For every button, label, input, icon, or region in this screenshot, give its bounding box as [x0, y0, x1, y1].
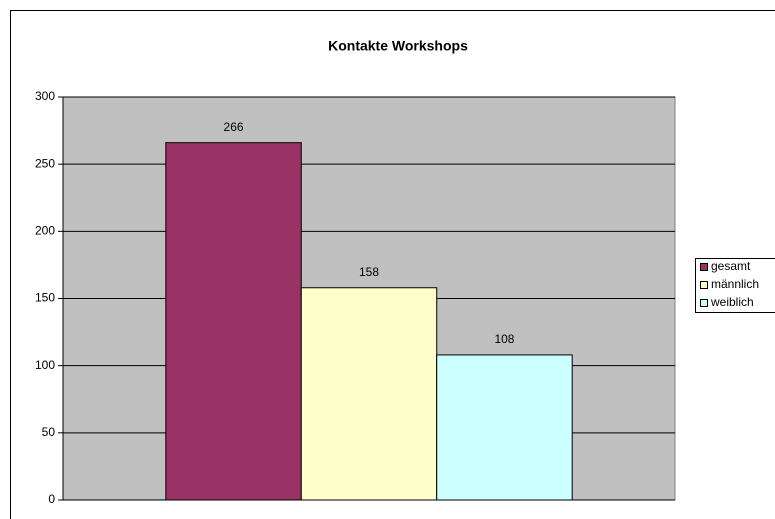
- y-tick-label: 300: [35, 89, 55, 103]
- legend-label: gesamt: [711, 259, 751, 273]
- y-tick-label: 0: [48, 492, 55, 506]
- y-tick-label: 100: [35, 358, 55, 372]
- y-tick-label: 200: [35, 224, 55, 238]
- bar: [165, 142, 302, 501]
- legend-label: weiblich: [710, 295, 754, 309]
- legend-box: [695, 258, 775, 313]
- legend-label: männlich: [711, 277, 759, 291]
- y-tick-label: 50: [42, 425, 56, 439]
- bar: [300, 287, 438, 501]
- data-label: 158: [359, 265, 379, 279]
- bar: [436, 354, 573, 501]
- y-tick-label: 250: [35, 156, 55, 170]
- legend-swatch: [700, 299, 708, 307]
- data-label: 108: [494, 332, 514, 346]
- data-label: 266: [224, 120, 244, 134]
- y-tick-label: 150: [35, 291, 55, 305]
- legend-swatch: [700, 263, 708, 271]
- chart-title: Kontakte Workshops: [328, 38, 468, 54]
- legend-swatch: [700, 281, 708, 289]
